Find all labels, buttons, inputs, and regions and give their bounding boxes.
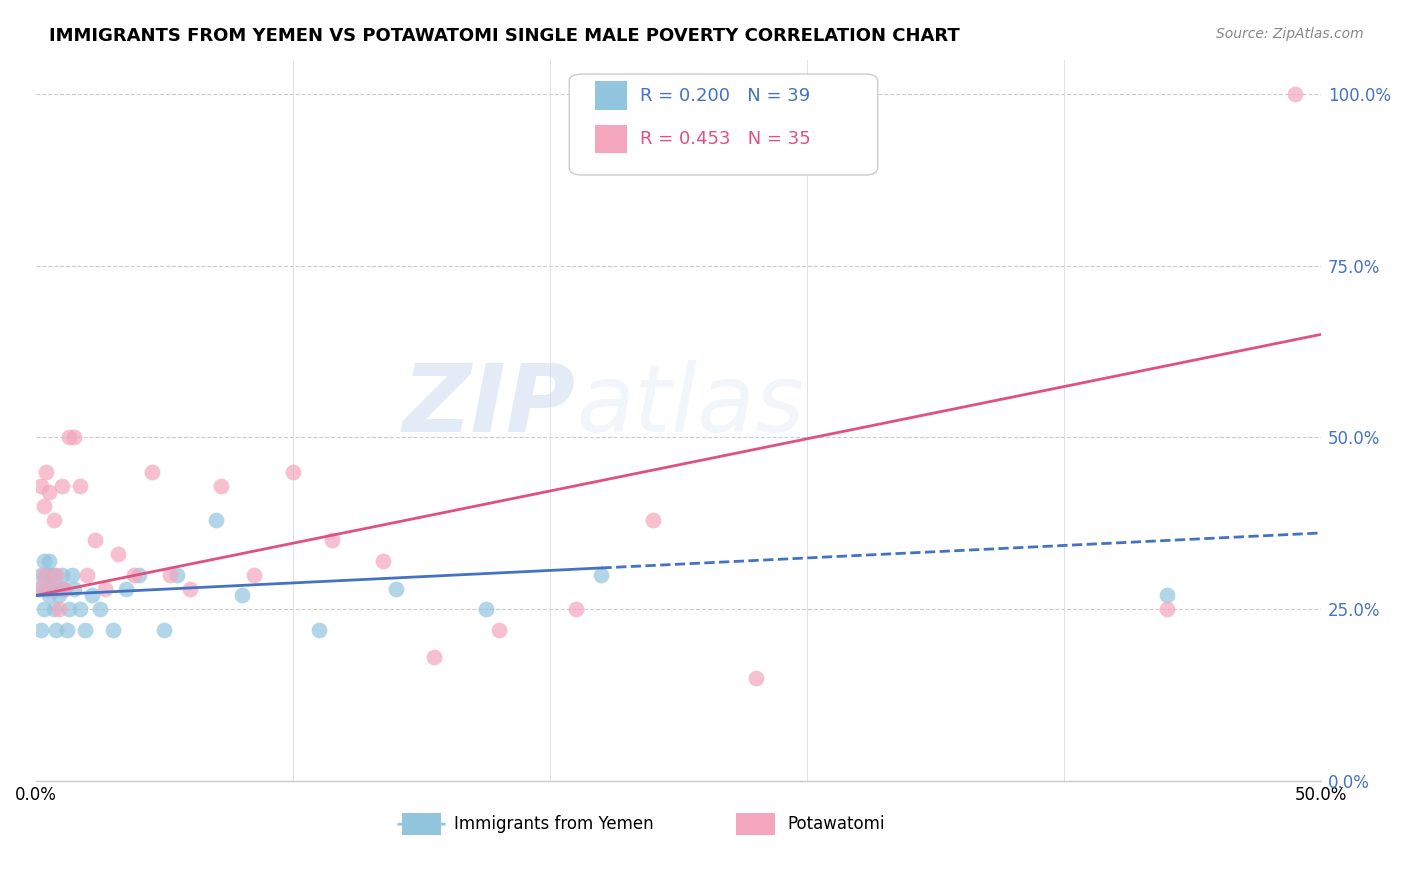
Point (243, 567, 266, 582)
Point (591, 567, 613, 582)
FancyBboxPatch shape (595, 125, 627, 153)
Point (38, 485, 60, 500)
Point (76, 567, 98, 582)
Point (35, 567, 58, 582)
Point (41, 567, 63, 582)
Point (30, 478, 52, 492)
Point (51, 582, 73, 596)
Point (32, 567, 55, 582)
Point (42, 602, 65, 616)
Point (27, 582, 49, 596)
Point (48, 602, 70, 616)
FancyBboxPatch shape (737, 814, 775, 835)
Point (45, 623, 67, 637)
Point (27, 582, 49, 596)
Point (488, 623, 510, 637)
Point (30, 567, 52, 582)
Text: Potawatomi: Potawatomi (787, 815, 886, 833)
Point (38, 589, 60, 603)
Point (69, 602, 91, 616)
Text: Source: ZipAtlas.com: Source: ZipAtlas.com (1216, 27, 1364, 41)
Point (94, 582, 117, 596)
Point (45, 582, 67, 596)
Point (231, 589, 253, 603)
Point (55, 623, 77, 637)
Point (35, 582, 58, 596)
Point (281, 465, 304, 479)
Point (60, 567, 83, 582)
Point (141, 465, 163, 479)
Point (58, 430, 80, 444)
Point (45, 567, 67, 582)
Point (82, 589, 104, 603)
Point (564, 602, 586, 616)
Point (122, 567, 145, 582)
Point (48, 589, 70, 603)
Point (641, 513, 664, 527)
Point (423, 650, 446, 665)
Point (308, 623, 330, 637)
Point (153, 623, 176, 637)
Point (159, 567, 181, 582)
Point (38, 554, 60, 568)
Point (53, 582, 76, 596)
Text: ZIP: ZIP (402, 359, 575, 452)
Text: IMMIGRANTS FROM YEMEN VS POTAWATOMI SINGLE MALE POVERTY CORRELATION CHART: IMMIGRANTS FROM YEMEN VS POTAWATOMI SING… (49, 27, 960, 45)
Point (128, 567, 150, 582)
Point (89, 602, 111, 616)
Point (1284, 87, 1306, 101)
Point (474, 602, 496, 616)
Point (1156, 602, 1178, 616)
Point (42, 567, 65, 582)
Point (1156, 589, 1178, 603)
Point (41, 582, 63, 596)
Point (209, 478, 232, 492)
Text: atlas: atlas (575, 360, 804, 451)
Point (30, 623, 52, 637)
Text: R = 0.200   N = 39: R = 0.200 N = 39 (640, 87, 810, 104)
Point (321, 533, 343, 548)
Point (73, 623, 96, 637)
Point (384, 582, 406, 596)
Point (166, 567, 188, 582)
Point (744, 671, 766, 685)
FancyBboxPatch shape (595, 81, 627, 110)
Text: Immigrants from Yemen: Immigrants from Yemen (454, 815, 654, 833)
Point (53, 582, 76, 596)
Point (205, 513, 228, 527)
Point (63, 582, 86, 596)
Point (51, 478, 73, 492)
FancyBboxPatch shape (402, 814, 440, 835)
Point (51, 567, 73, 582)
Point (58, 602, 80, 616)
Point (101, 623, 124, 637)
Point (69, 478, 91, 492)
Point (115, 582, 138, 596)
Point (107, 547, 129, 561)
Point (42, 513, 65, 527)
Point (32, 554, 55, 568)
Point (84, 533, 107, 548)
FancyBboxPatch shape (569, 74, 877, 175)
Point (35, 465, 58, 479)
Point (41, 582, 63, 596)
Point (32, 602, 55, 616)
Point (371, 554, 394, 568)
Text: R = 0.453   N = 35: R = 0.453 N = 35 (640, 130, 811, 148)
Point (32, 499, 55, 513)
Point (179, 582, 201, 596)
Point (63, 430, 86, 444)
